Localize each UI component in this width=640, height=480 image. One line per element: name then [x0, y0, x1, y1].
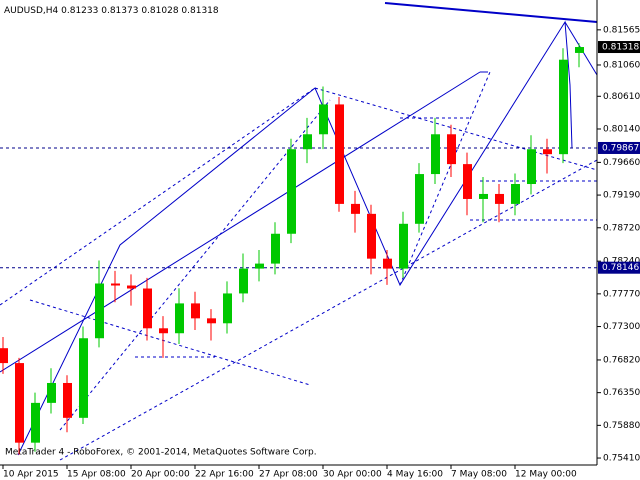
y-tick-label: 0.78720 — [603, 223, 640, 233]
current-price-label: 0.81318 — [602, 43, 639, 53]
candle-body — [175, 303, 184, 334]
y-tick-label: 0.76350 — [603, 388, 640, 398]
y-tick-label: 0.77770 — [603, 289, 640, 299]
candle-body — [47, 382, 56, 403]
candle-body — [351, 203, 360, 214]
open-value: 0.81233 — [61, 6, 98, 16]
channel-line — [399, 71, 491, 286]
level-label: 0.79867 — [602, 143, 639, 153]
y-tick-label: 0.81565 — [603, 25, 640, 35]
chart-header: AUDUSD,H4 0.81233 0.81373 0.81028 0.8131… — [4, 6, 219, 16]
candle-body — [127, 285, 136, 289]
y-tick-label: 0.77300 — [603, 322, 640, 332]
x-tick-label: 10 Apr 2015 — [3, 470, 59, 480]
candle-body — [95, 283, 104, 339]
candle-body — [239, 268, 248, 294]
channel-line — [59, 99, 331, 431]
candle-body — [463, 164, 472, 199]
candle-body — [543, 149, 552, 155]
level-label: 0.78146 — [602, 263, 639, 273]
close-value: 0.81318 — [181, 6, 218, 16]
candle-body — [319, 104, 328, 135]
candle-body — [159, 328, 168, 334]
candle-body — [383, 258, 392, 269]
channel-line — [59, 159, 598, 461]
current-price-box — [598, 41, 640, 54]
y-tick-label: 0.75880 — [603, 421, 640, 431]
candle-body — [303, 134, 312, 150]
candle-body — [255, 263, 264, 269]
candle-body — [0, 348, 8, 364]
channel-line — [314, 87, 598, 171]
y-tick-label: 0.80610 — [603, 92, 640, 102]
x-tick-label: 27 Apr 08:00 — [259, 470, 318, 480]
symbol: AUDUSD,H4 — [4, 6, 59, 16]
y-tick-label: 0.76820 — [603, 355, 640, 365]
footer: MetaTrader 4 - RoboForex, © 2001-2014, M… — [5, 448, 317, 458]
x-tick-label: 15 Apr 08:00 — [67, 470, 126, 480]
x-tick-label: 4 May 16:00 — [387, 470, 443, 480]
x-tick-label: 30 Apr 00:00 — [323, 470, 382, 480]
candle-body — [63, 382, 72, 418]
candle-body — [271, 233, 280, 264]
candle-body — [335, 104, 344, 204]
candle-body — [367, 213, 376, 259]
candle-body — [495, 193, 504, 204]
channel-line — [0, 87, 316, 306]
candle-body — [415, 174, 424, 224]
candle-body — [111, 283, 120, 286]
candle-body — [479, 193, 488, 199]
x-tick-label: 22 Apr 16:00 — [195, 470, 254, 480]
trend-line — [0, 71, 481, 373]
candle-body — [527, 149, 536, 185]
low-value: 0.81028 — [141, 6, 178, 16]
x-tick-label: 12 May 00:00 — [515, 470, 577, 480]
candle-body — [79, 338, 88, 418]
y-tick-label: 0.79190 — [603, 191, 640, 201]
analysis-lines — [0, 2, 598, 461]
x-tick-label: 20 Apr 00:00 — [131, 470, 190, 480]
candle-body — [287, 149, 296, 234]
y-tick-label: 0.81060 — [603, 60, 640, 70]
candle-body — [575, 47, 584, 53]
high-value: 0.81373 — [101, 6, 138, 16]
x-tick-label: 7 May 08:00 — [451, 470, 507, 480]
candle-body — [447, 134, 456, 165]
y-tick-label: 0.75410 — [603, 454, 640, 464]
level-label-box — [598, 141, 640, 154]
candle-body — [431, 134, 440, 175]
candle-body — [399, 223, 408, 269]
channel-line — [29, 299, 311, 386]
candle-body — [223, 293, 232, 324]
trend-line — [384, 2, 598, 23]
y-tick-label: 0.79660 — [603, 158, 640, 168]
candle-body — [207, 318, 216, 324]
candle-body — [143, 288, 152, 329]
candle-body — [31, 402, 40, 443]
level-label-box — [598, 261, 640, 274]
y-tick-label: 0.78240 — [603, 257, 640, 267]
y-tick-label: 0.80140 — [603, 124, 640, 134]
candle-body — [511, 184, 520, 204]
candle-body — [559, 59, 568, 155]
candle-body — [191, 303, 200, 319]
candle-body — [15, 363, 24, 443]
